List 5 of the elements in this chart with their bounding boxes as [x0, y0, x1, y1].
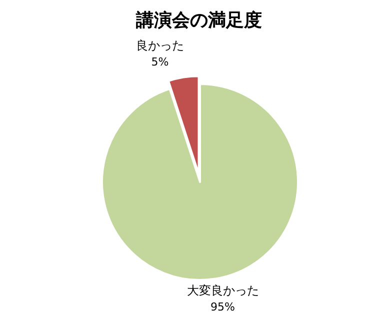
data-label: 95% [210, 300, 235, 314]
slice-label: 大変良かった [186, 284, 259, 298]
data-label: 5% [151, 56, 169, 69]
chart-title: 講演会の満足度 [135, 10, 262, 31]
slice-label: 良かった [136, 38, 184, 53]
